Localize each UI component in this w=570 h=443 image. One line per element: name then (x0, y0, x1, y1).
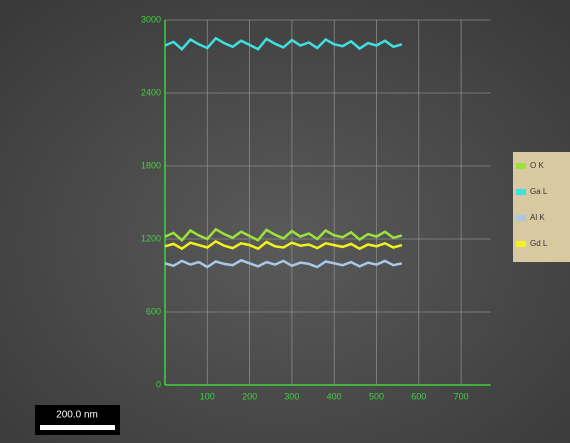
y-tick-label: 3000 (141, 14, 161, 24)
x-tick-label: 500 (369, 391, 384, 401)
x-tick-label: 200 (242, 391, 257, 401)
x-tick-label: 300 (284, 391, 299, 401)
y-tick-label: 1200 (141, 233, 161, 243)
legend-swatch (516, 189, 526, 195)
y-tick-label: 0 (156, 379, 161, 389)
legend-label: O K (530, 161, 544, 170)
y-tick-label: 1800 (141, 160, 161, 170)
legend: O K Ga L Al K Gd L (513, 152, 570, 262)
x-tick-label: 100 (200, 391, 215, 401)
legend-swatch (516, 215, 526, 221)
y-tick-label: 600 (146, 306, 161, 316)
legend-label: Al K (530, 213, 545, 222)
legend-label: Gd L (530, 239, 548, 248)
x-tick-label: 700 (454, 391, 469, 401)
scale-bar-label: 200.0 nm (56, 410, 98, 421)
y-tick-label: 2400 (141, 87, 161, 97)
scale-bar (40, 425, 115, 430)
legend-swatch (516, 241, 526, 247)
stem-image: 200.0 nm O K Ga L Al K Gd L 0 600 1200 1800 240… (0, 0, 570, 443)
x-tick-label: 600 (411, 391, 426, 401)
legend-swatch (516, 163, 526, 169)
legend-label: Ga L (530, 187, 548, 196)
x-tick-label: 400 (327, 391, 342, 401)
background (0, 0, 570, 443)
